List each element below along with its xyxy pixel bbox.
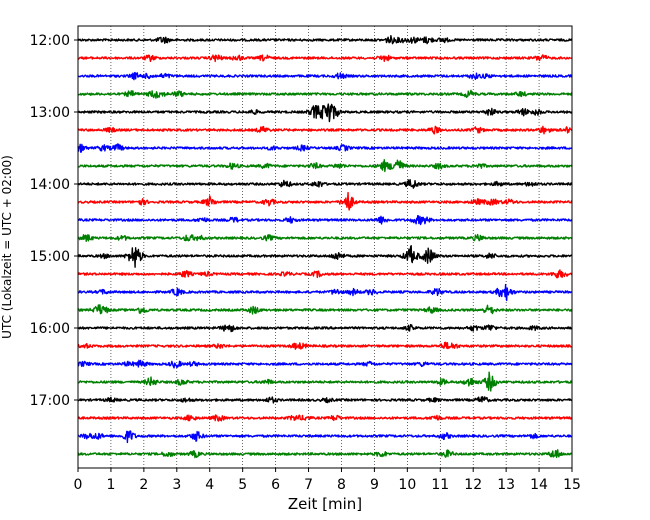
x-tick-label: 4 [205,477,214,493]
trace-row-1415 [77,191,573,211]
x-axis-ticks: 0 1 2 3 4 5 6 7 8 9 10 11 12 13 14 15 [74,468,581,493]
trace-row-1545 [77,304,573,315]
trace-row-1630 [77,359,573,369]
trace-row-1445 [77,233,573,243]
x-tick-label: 6 [271,477,280,493]
x-tick-label: 11 [431,477,449,493]
trace-row-1330 [77,143,573,153]
trace-row-1215 [77,54,573,63]
x-tick-label: 3 [172,477,181,493]
trace-row-1530 [77,283,573,302]
traces [77,34,573,459]
trace-row-1245 [77,89,573,99]
trace-row-1400 [77,178,573,189]
y-tick-label: 14:00 [30,177,70,193]
trace-row-1200 [77,34,573,45]
trace-row-1645 [77,371,573,392]
x-tick-label: 9 [370,477,379,493]
trace-row-1730 [77,430,573,444]
trace-row-1315 [77,125,573,135]
x-axis-title: Zeit [min] [288,495,362,513]
x-tick-label: 2 [139,477,148,493]
y-tick-label: 15:00 [30,249,70,265]
trace-row-1345 [77,159,573,173]
trace-row-1500 [77,245,573,268]
x-tick-label: 8 [337,477,346,493]
trace-row-1230 [77,71,573,81]
trace-row-1430 [77,215,573,226]
x-tick-label: 0 [74,477,83,493]
x-tick-label: 10 [398,477,416,493]
x-tick-label: 15 [563,477,581,493]
y-axis-ticks: 12:00 13:00 14:00 15:00 16:00 17:00 [30,33,78,409]
trace-row-1515 [77,269,573,279]
trace-row-1300 [77,103,573,123]
x-tick-label: 12 [464,477,482,493]
trace-row-1745 [77,449,573,459]
y-tick-label: 17:00 [30,393,70,409]
x-tick-label: 1 [106,477,115,493]
y-tick-label: 16:00 [30,321,70,337]
x-tick-label: 13 [497,477,515,493]
y-tick-label: 12:00 [30,33,70,49]
x-tick-label: 7 [304,477,313,493]
x-tick-label: 14 [530,477,548,493]
trace-row-1615 [77,341,573,350]
trace-row-1700 [77,396,573,404]
y-axis-title: UTC (Lokalzeit = UTC + 02:00) [0,155,14,339]
y-tick-label: 13:00 [30,105,70,121]
x-tick-label: 5 [238,477,247,493]
trace-row-1715 [77,414,573,422]
trace-row-1600 [77,323,573,333]
plot-frame [77,25,573,469]
